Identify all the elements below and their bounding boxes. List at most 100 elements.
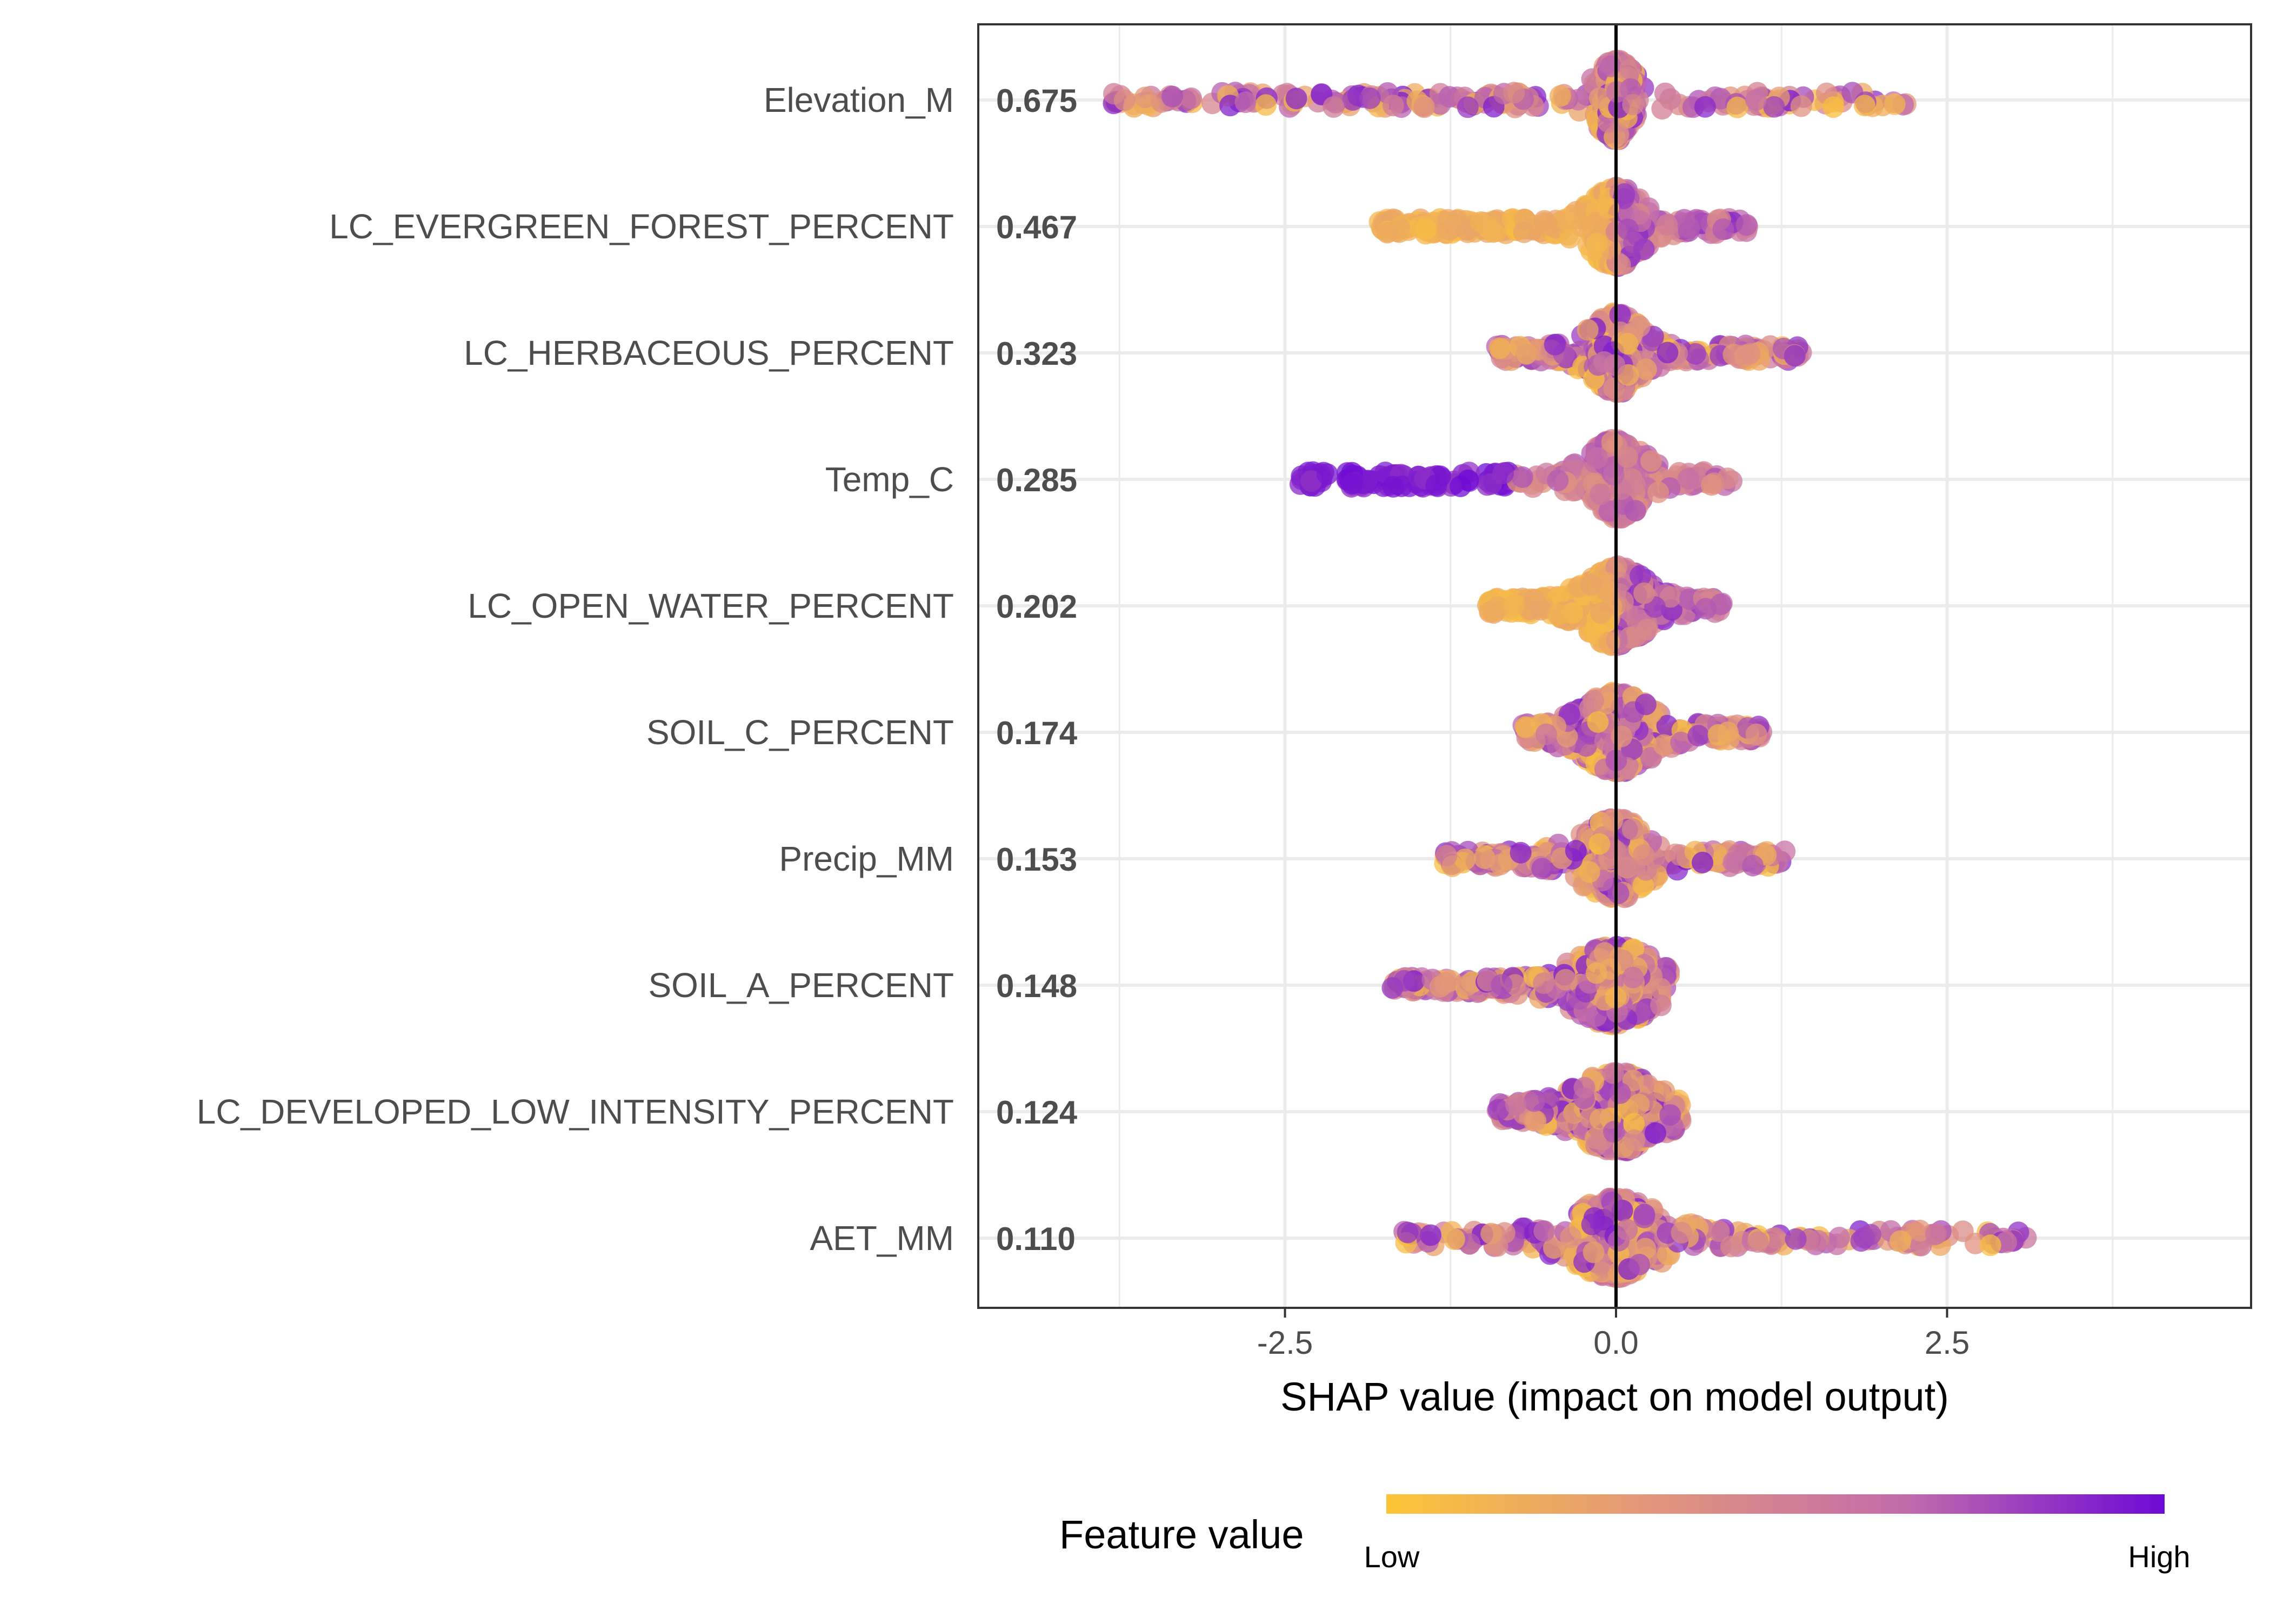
shap-point [1524, 589, 1545, 610]
shap-point [1633, 844, 1654, 866]
shap-point [1695, 598, 1717, 619]
shap-point [1505, 1094, 1527, 1115]
shap-point [1555, 969, 1577, 991]
shap-point [1622, 818, 1644, 840]
shap-point [1317, 463, 1338, 485]
shap-point [1567, 89, 1589, 111]
shap-point [1687, 725, 1709, 746]
shap-point [1822, 96, 1844, 118]
shap-point [1457, 96, 1479, 118]
shap-point [1586, 963, 1607, 984]
shap-point [1637, 619, 1658, 640]
shap-point [1491, 974, 1512, 995]
shap-point [1633, 583, 1655, 604]
shap-point [1513, 222, 1535, 243]
shap-point [1701, 474, 1722, 496]
shap-point [1603, 1062, 1624, 1084]
shap-point [1515, 343, 1537, 364]
shap-point [1586, 447, 1608, 469]
shap-point [1255, 94, 1277, 116]
shap-point [1657, 342, 1678, 363]
shap-point [1622, 967, 1644, 988]
shap-point [1602, 810, 1624, 831]
shap-point [1470, 211, 1492, 233]
shap-point [1383, 95, 1404, 116]
shap-point [1625, 500, 1646, 522]
shap-point [1624, 1130, 1645, 1151]
shap-point [1180, 88, 1202, 109]
shap-point [1590, 484, 1611, 505]
shap-point [1712, 218, 1734, 240]
shap-point [1854, 95, 1875, 116]
shap-point [1617, 218, 1639, 240]
shap-point [1726, 97, 1748, 118]
shap-point [1413, 96, 1435, 118]
shap-point [1611, 726, 1632, 747]
shap-point [1739, 343, 1760, 365]
shap-point [1745, 89, 1767, 111]
shap-point [1601, 431, 1623, 453]
shap-point [1437, 209, 1459, 231]
shap-point [1694, 96, 1716, 118]
shap-point [1742, 855, 1764, 877]
shap-point [1784, 345, 1806, 366]
shap-point [1503, 594, 1525, 616]
shap-point [1450, 476, 1471, 497]
shap-point [1774, 840, 1795, 862]
shap-point [1791, 96, 1812, 117]
shap-point [1425, 474, 1447, 496]
shap-point [1645, 1122, 1666, 1144]
shap-point [1235, 91, 1257, 113]
shap-point [1323, 96, 1344, 118]
shap-point [1524, 1091, 1545, 1112]
shap-point [1586, 233, 1608, 255]
shap-point [1628, 1094, 1650, 1115]
shap-point [1547, 604, 1568, 625]
shap-point [1383, 476, 1404, 498]
shap-point [1654, 1080, 1675, 1102]
shap-point [1579, 861, 1600, 883]
shap-point [1574, 1077, 1595, 1099]
shap-point [1550, 85, 1571, 107]
shap-point [1640, 450, 1662, 472]
shap-point [1114, 90, 1136, 111]
shap-point [1580, 574, 1601, 596]
shap-point [1457, 975, 1478, 997]
shap-point [1341, 473, 1363, 494]
shap-point [1617, 446, 1638, 468]
shap-point [1610, 254, 1631, 276]
shap-point [1635, 693, 1657, 715]
shap-point [1531, 858, 1553, 879]
shap-point [1286, 88, 1307, 109]
shap-point [1393, 970, 1415, 992]
shap-point [1161, 86, 1183, 108]
shap-point [1536, 214, 1558, 236]
shap-point [1651, 98, 1673, 119]
shap-point [1659, 1104, 1681, 1126]
shap-point [1388, 217, 1410, 238]
shap-point [1565, 840, 1587, 861]
shap-point [1544, 334, 1566, 356]
shap-point [1535, 724, 1557, 745]
shap-point [1692, 852, 1713, 873]
shap-point [1547, 470, 1568, 491]
shap-point [1434, 972, 1456, 994]
shap-point [1603, 464, 1625, 485]
shap-point [1746, 724, 1767, 745]
shap-point [1590, 603, 1612, 624]
shap-point [1619, 58, 1641, 80]
shap-point [1436, 845, 1457, 866]
shap-point [1525, 1110, 1546, 1132]
shap-point [1583, 690, 1604, 712]
shap-point [1736, 214, 1758, 236]
shap-point [1633, 238, 1655, 260]
shap-point [1593, 351, 1615, 373]
shap-point [1134, 86, 1156, 108]
shap-point [1512, 466, 1533, 488]
shap-point [1503, 82, 1525, 103]
shap-point [1510, 842, 1532, 864]
shap-point [1588, 833, 1610, 855]
shap-point [1610, 1082, 1631, 1104]
points-layer [1103, 50, 2037, 1288]
